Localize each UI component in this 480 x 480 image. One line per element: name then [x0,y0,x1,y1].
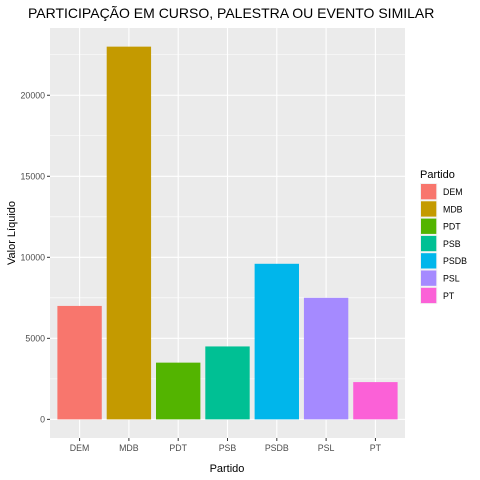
x-tick-label-psb: PSB [219,443,237,453]
y-axis-ticks: 0 5000 10000 15000 20000 [21,90,50,424]
bar-psb [205,346,250,420]
y-tick-label: 5000 [25,333,45,343]
chart-title: PARTICIPAÇÃO EM CURSO, PALESTRA OU EVENT… [28,5,434,21]
x-tick-label-dem: DEM [70,443,90,453]
legend-label-dem: DEM [443,187,463,197]
x-tick-label-pdt: PDT [169,443,187,453]
legend-label-mdb: MDB [443,204,463,214]
bar-psdb [254,263,299,420]
legend-title: Partido [420,169,455,181]
legend-label-psb: PSB [443,239,461,249]
legend-swatch-psl [421,270,437,286]
legend-swatch-psb [421,235,437,252]
x-tick-label-pt: PT [370,443,382,453]
bar-pt [353,382,398,420]
y-tick-label: 10000 [21,252,46,262]
bar-pdt [156,362,201,420]
y-tick-label: 20000 [21,90,46,100]
legend-label-pdt: PDT [443,222,461,232]
legend-label-pt: PT [443,291,455,301]
legend-label-psl: PSL [443,274,460,284]
y-tick-label: 0 [40,414,45,424]
x-tick-label-psdb: PSDB [265,443,289,453]
x-tick-label-psl: PSL [318,443,335,453]
bars [57,46,398,420]
bar-dem [57,305,102,420]
x-axis-ticks: DEM MDB PDT PSB PSDB PSL PT [70,438,382,453]
legend-swatch-pdt [421,218,437,234]
x-axis-title: Partido [210,463,245,475]
bar-mdb [106,46,152,420]
y-tick-label: 15000 [21,171,46,181]
bar-psl [303,297,349,420]
legend-swatch-psdb [421,253,437,269]
legend-swatch-pt [421,287,437,304]
legend-label-psdb: PSDB [443,256,467,266]
legend-swatch-mdb [421,201,437,217]
legend: Partido DEM MDB PDT PSB PSDB PSL PT [420,169,467,305]
x-tick-label-mdb: MDB [119,443,139,453]
legend-swatch-dem [421,184,437,200]
y-axis-title: Valor Líquido [6,201,18,265]
